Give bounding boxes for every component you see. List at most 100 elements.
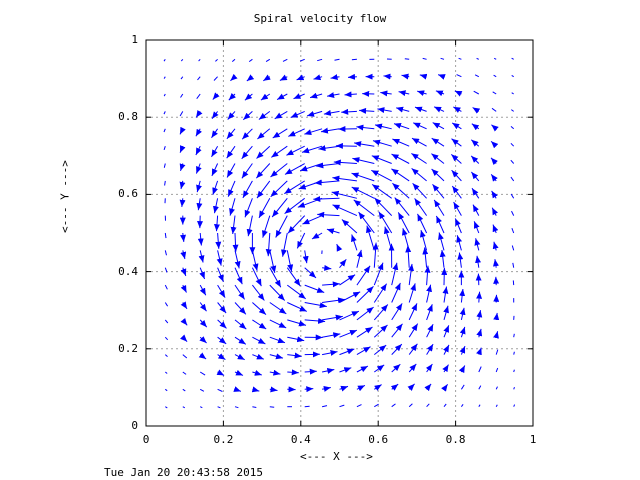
- velocity-arrow: [321, 385, 331, 392]
- x-tick-label: 0: [142, 433, 150, 446]
- velocity-arrow: [297, 197, 323, 208]
- velocity-arrow: [398, 90, 410, 97]
- velocity-arrow: [491, 190, 498, 199]
- velocity-arrow: [412, 182, 427, 199]
- velocity-arrow: [408, 323, 419, 338]
- velocity-arrow: [510, 159, 515, 164]
- velocity-arrow: [322, 264, 332, 271]
- velocity-arrow: [284, 180, 305, 195]
- velocity-arrow: [443, 403, 447, 408]
- velocity-arrow: [457, 252, 464, 268]
- velocity-arrow: [476, 328, 483, 338]
- velocity-arrow: [493, 74, 497, 78]
- velocity-arrow: [426, 284, 432, 303]
- velocity-arrow: [334, 58, 340, 61]
- velocity-arrow: [437, 74, 446, 80]
- velocity-arrow: [510, 126, 515, 130]
- velocity-arrow: [472, 107, 481, 114]
- velocity-arrow: [459, 288, 466, 303]
- velocity-arrow: [394, 197, 410, 216]
- velocity-arrow: [271, 145, 288, 158]
- velocity-arrow: [164, 354, 168, 357]
- velocity-arrow: [216, 250, 223, 266]
- velocity-arrow: [180, 232, 186, 242]
- velocity-arrow: [510, 193, 515, 199]
- velocity-arrow: [372, 242, 379, 268]
- velocity-arrow: [422, 247, 429, 268]
- velocity-arrow: [495, 404, 498, 407]
- vector-field: [163, 57, 516, 409]
- velocity-arrow: [165, 388, 168, 392]
- velocity-arrow: [459, 345, 466, 355]
- velocity-arrow: [215, 232, 222, 249]
- velocity-arrow: [371, 169, 392, 182]
- velocity-arrow: [383, 73, 392, 80]
- velocity-arrow: [293, 93, 305, 100]
- velocity-arrow: [422, 57, 427, 60]
- velocity-arrow: [339, 291, 361, 303]
- velocity-arrow: [431, 137, 445, 147]
- velocity-arrow: [380, 90, 392, 97]
- velocity-arrow: [356, 384, 366, 392]
- velocity-arrow: [217, 353, 226, 361]
- y-tick-label: 1: [131, 33, 138, 46]
- velocity-arrow: [256, 145, 271, 159]
- velocity-arrow: [211, 128, 219, 139]
- velocity-arrow: [351, 186, 375, 199]
- velocity-arrow: [431, 153, 445, 164]
- velocity-arrow: [242, 180, 253, 199]
- velocity-arrow: [341, 219, 358, 234]
- velocity-arrow: [244, 198, 253, 218]
- velocity-arrow: [179, 111, 184, 117]
- velocity-arrow: [476, 57, 479, 60]
- velocity-arrow: [433, 199, 445, 216]
- velocity-arrow: [458, 57, 462, 60]
- velocity-arrow: [339, 329, 358, 338]
- velocity-arrow: [199, 406, 203, 409]
- velocity-arrow: [354, 141, 375, 147]
- velocity-arrow: [196, 198, 203, 211]
- velocity-arrow: [182, 371, 187, 375]
- velocity-arrow: [453, 201, 462, 216]
- velocity-arrow: [304, 302, 327, 309]
- velocity-arrow: [373, 283, 388, 303]
- velocity-arrow: [229, 198, 236, 216]
- velocity-arrow: [491, 107, 497, 112]
- velocity-arrow: [279, 74, 288, 81]
- velocity-arrow: [353, 199, 375, 216]
- velocity-arrow: [211, 163, 219, 177]
- velocity-arrow: [248, 58, 253, 63]
- velocity-arrow: [215, 58, 218, 62]
- velocity-arrow: [252, 319, 267, 330]
- velocity-arrow: [217, 302, 227, 314]
- velocity-arrow: [252, 336, 266, 345]
- velocity-arrow: [270, 180, 288, 198]
- velocity-arrow: [408, 403, 413, 408]
- velocity-arrow: [492, 259, 499, 268]
- velocity-arrow: [460, 404, 464, 407]
- velocity-arrow: [270, 163, 288, 178]
- velocity-arrow: [339, 258, 347, 269]
- velocity-arrow: [164, 302, 169, 307]
- velocity-arrow: [296, 74, 305, 81]
- velocity-arrow: [180, 267, 187, 277]
- velocity-arrow: [511, 210, 515, 216]
- velocity-arrow: [424, 383, 432, 392]
- velocity-arrow: [495, 386, 498, 390]
- velocity-arrow: [234, 336, 247, 345]
- velocity-arrow: [257, 128, 271, 140]
- velocity-arrow: [453, 106, 462, 113]
- velocity-arrow: [339, 348, 355, 356]
- velocity-arrow: [473, 90, 480, 95]
- velocity-arrow: [241, 128, 253, 140]
- velocity-arrow: [456, 235, 463, 251]
- velocity-arrow: [304, 405, 310, 408]
- velocity-arrow: [492, 91, 497, 95]
- velocity-arrow: [309, 92, 323, 99]
- velocity-arrow: [371, 183, 392, 199]
- velocity-arrow: [180, 301, 188, 310]
- velocity-arrow: [513, 333, 515, 338]
- velocity-arrow: [286, 250, 294, 272]
- velocity-arrow: [336, 243, 343, 252]
- velocity-arrow: [511, 92, 514, 95]
